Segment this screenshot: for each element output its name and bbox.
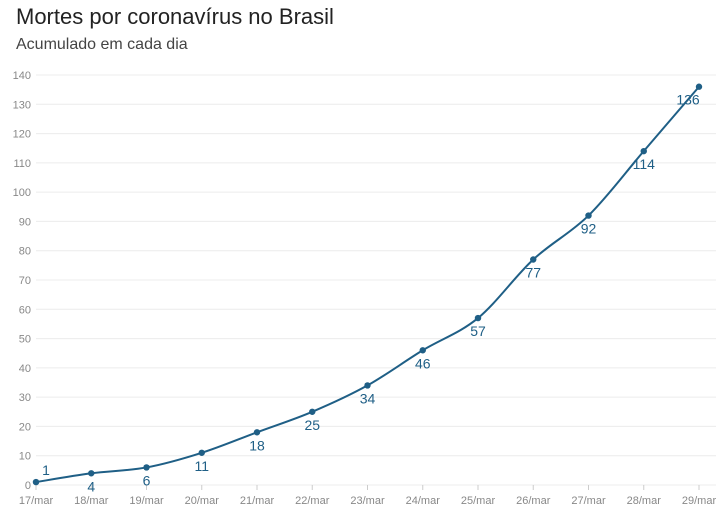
y-tick-label: 10: [19, 451, 31, 463]
data-point: [309, 408, 316, 415]
series-line: [35, 86, 700, 484]
x-tick-label: 28/mar: [627, 495, 662, 507]
data-point: [640, 147, 647, 155]
data-label: 25: [304, 417, 320, 433]
y-tick-label: 70: [19, 275, 31, 287]
y-tick-label: 30: [19, 392, 31, 404]
y-tick-label: 0: [25, 480, 31, 492]
y-tick-label: 80: [19, 246, 31, 258]
data-point: [695, 83, 703, 90]
data-label: 4: [87, 478, 95, 494]
data-label: 114: [633, 156, 656, 172]
y-tick-label: 20: [19, 421, 31, 433]
data-point: [585, 212, 592, 219]
x-tick-label: 19/mar: [129, 495, 164, 507]
data-label: 136: [676, 92, 700, 108]
y-tick-label: 140: [13, 70, 31, 82]
data-label: 77: [525, 265, 541, 281]
data-point: [143, 464, 150, 471]
chart-title: Mortes por coronavírus no Brasil: [16, 4, 334, 29]
data-label: 57: [470, 323, 486, 339]
x-tick-label: 22/mar: [295, 495, 330, 507]
chart-subtitle: Acumulado em cada dia: [16, 36, 188, 53]
x-tick-label: 21/mar: [240, 495, 275, 507]
x-tick-label: 25/mar: [461, 495, 496, 507]
data-label: 1: [42, 462, 50, 478]
data-label: 46: [415, 355, 431, 371]
x-tick-label: 26/mar: [516, 495, 551, 507]
x-tick-label: 27/mar: [571, 495, 606, 507]
x-tick-label: 17/mar: [19, 495, 54, 507]
data-point: [530, 256, 537, 263]
data-point: [419, 347, 426, 354]
data-label: 34: [360, 390, 376, 406]
data-point: [88, 470, 95, 477]
data-label: 92: [581, 221, 597, 237]
y-tick-label: 110: [13, 158, 31, 170]
data-label: 11: [194, 458, 209, 474]
data-point: [32, 478, 40, 486]
x-tick-label: 29/mar: [682, 495, 716, 507]
data-point: [253, 429, 261, 436]
y-tick-label: 60: [19, 304, 31, 316]
data-point: [364, 382, 371, 389]
y-tick-label: 90: [19, 216, 31, 228]
y-tick-label: 100: [13, 187, 31, 199]
x-tick-label: 24/mar: [406, 495, 441, 507]
x-tick-label: 23/mar: [350, 495, 385, 507]
x-tick-label: 18/mar: [74, 495, 109, 507]
y-tick-label: 130: [13, 99, 31, 111]
y-tick-label: 40: [19, 363, 31, 375]
y-tick-label: 120: [13, 129, 31, 141]
data-point: [474, 314, 482, 322]
y-tick-label: 50: [19, 334, 31, 346]
data-point: [198, 449, 205, 456]
data-label: 6: [143, 472, 151, 488]
x-tick-label: 20/mar: [185, 495, 220, 507]
data-label: 18: [249, 437, 265, 453]
